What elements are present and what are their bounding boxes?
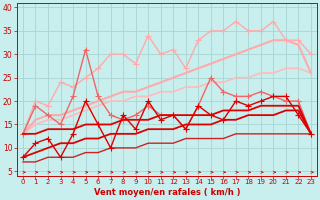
X-axis label: Vent moyen/en rafales ( km/h ): Vent moyen/en rafales ( km/h ) bbox=[94, 188, 240, 197]
